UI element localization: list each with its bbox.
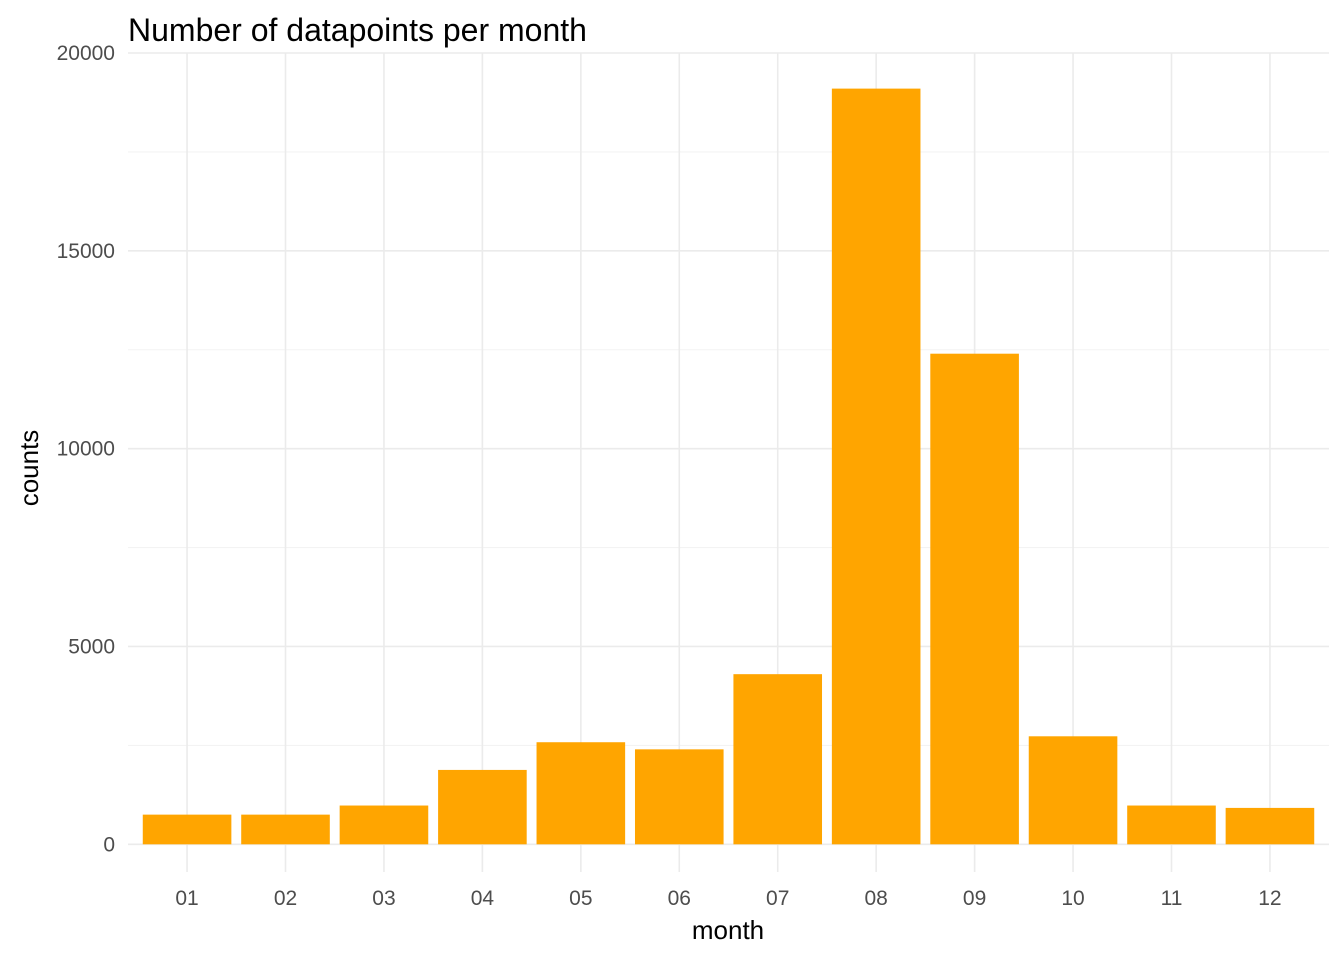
x-tick-label: 03: [372, 887, 395, 910]
bar-04: [438, 769, 527, 845]
grid-lines: [128, 52, 1329, 872]
bars: [142, 88, 1315, 845]
y-tick-label: 0: [103, 833, 115, 856]
y-axis-ticks: 0 5000 10000 15000 20000: [57, 42, 115, 856]
y-tick-label: 5000: [68, 635, 115, 658]
x-tick-label: 04: [471, 887, 495, 910]
y-axis-title: counts: [14, 430, 44, 507]
x-tick-label: 09: [963, 887, 986, 910]
bar-11: [1127, 805, 1216, 845]
y-tick-label: 20000: [57, 42, 115, 65]
x-tick-label: 12: [1258, 887, 1281, 910]
y-tick-label: 10000: [57, 438, 115, 461]
bar-10: [1028, 736, 1118, 845]
bar-09: [930, 353, 1019, 845]
bar-07: [733, 674, 823, 845]
chart-title: Number of datapoints per month: [128, 12, 587, 48]
y-tick-label: 15000: [57, 240, 115, 263]
bar-02: [241, 814, 330, 845]
x-tick-label: 02: [274, 887, 297, 910]
x-tick-label: 07: [766, 887, 789, 910]
x-tick-label: 06: [668, 887, 691, 910]
bar-05: [536, 742, 626, 845]
x-tick-label: 05: [569, 887, 592, 910]
x-tick-label: 01: [175, 887, 198, 910]
bar-01: [142, 814, 232, 845]
bar-03: [339, 805, 429, 845]
bar-08: [831, 88, 921, 845]
x-tick-label: 11: [1161, 887, 1183, 910]
x-tick-label: 10: [1061, 887, 1084, 910]
x-axis-ticks: 01 02 03 04 05 06 07 08 09 10 11 12: [175, 887, 1281, 910]
bar-12: [1225, 807, 1315, 845]
bar-06: [634, 749, 724, 845]
x-tick-label: 08: [864, 887, 887, 910]
x-axis-title: month: [692, 915, 764, 945]
